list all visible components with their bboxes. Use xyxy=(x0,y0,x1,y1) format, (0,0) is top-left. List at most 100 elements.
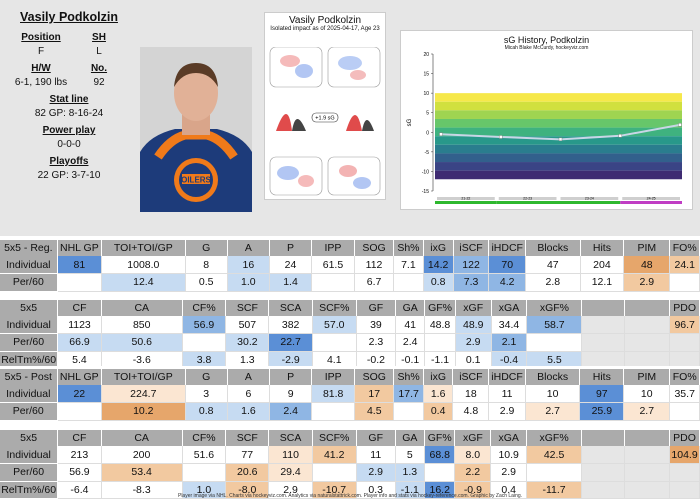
column-header: NHL GP xyxy=(57,366,103,386)
column-header: PDO xyxy=(669,427,700,447)
table-cell xyxy=(393,273,424,292)
column-header xyxy=(581,297,625,317)
number-label: No. xyxy=(90,63,108,74)
table-row: RelTm%/60 -6.4 -8.3 1.0 -8.0 2.9 -10.7 0.3 -1.1 1… xyxy=(0,481,700,500)
column-header: GF% xyxy=(424,427,456,447)
sg-data-point xyxy=(618,134,622,138)
svg-text:OILERS: OILERS xyxy=(181,176,211,185)
season-label-bg xyxy=(622,197,680,200)
table-cell: 4.5 xyxy=(354,402,395,421)
table-cell xyxy=(669,463,700,482)
table-cell xyxy=(669,273,700,292)
season-label: 24-25 xyxy=(647,197,656,201)
table-cell xyxy=(624,333,671,352)
table-cell: 41 xyxy=(395,316,426,335)
table-cell: 18 xyxy=(452,385,490,404)
column-header: xGA xyxy=(490,427,528,447)
column-header: PIM xyxy=(623,237,671,257)
season-label: 22-23 xyxy=(523,197,532,201)
table-cell: 4.8 xyxy=(452,402,490,421)
sg-y-tick-label: -5 xyxy=(425,150,430,156)
table-cell: 6 xyxy=(227,385,271,404)
stats-table-1: 5x5 - Reg. NHL GP TOI+TOI/GP G A P IPP SOG Sh% ix… xyxy=(0,237,700,292)
table-cell: 14.2 xyxy=(423,256,454,275)
table-cell: 122 xyxy=(453,256,490,275)
table-cell: 58.7 xyxy=(526,316,583,335)
row-label: Individual xyxy=(0,385,58,404)
column-header: TOI+TOI/GP xyxy=(101,366,186,386)
table-cell xyxy=(311,402,356,421)
table-cell: 17.7 xyxy=(393,385,424,404)
column-header: ixG xyxy=(423,366,454,386)
table-cell: 2.9 xyxy=(455,333,492,352)
table-row: Per/60 66.9 50.6 30.2 22.7 2.3 2.4 2.9 2.1 xyxy=(0,333,700,352)
table-cell: 850 xyxy=(101,316,183,335)
column-header: CF% xyxy=(182,427,227,447)
sg-data-point xyxy=(439,132,443,136)
powerplay-value: 0-0-0 xyxy=(57,139,81,150)
column-header: NHL GP xyxy=(57,237,103,257)
table-cell: 382 xyxy=(268,316,313,335)
table-cell: 0.4 xyxy=(490,481,528,500)
column-header: GF xyxy=(356,427,396,447)
sg-data-point xyxy=(499,135,503,139)
table-cell: 507 xyxy=(225,316,270,335)
season-label-bg xyxy=(560,197,619,200)
table-cell: 6.7 xyxy=(354,273,395,292)
row-label: Per/60 xyxy=(0,273,58,292)
table-cell: 57.0 xyxy=(312,316,357,335)
player-bio: Vasily Podkolzin Position F SH L H/W 6-1, 1… xyxy=(4,6,134,187)
table-cell: 77 xyxy=(225,446,270,465)
sg-impact-label: +1.9 sG xyxy=(315,116,334,122)
table-cell xyxy=(424,333,456,352)
stats-table-3: 5x5 - Post NHL GP TOI+TOI/GP G A P IPP SOG Sh% ix… xyxy=(0,366,700,421)
table-cell: 2.8 xyxy=(525,273,581,292)
table-cell xyxy=(312,333,357,352)
impact-card-title: Vasily Podkolzin xyxy=(288,15,362,26)
footer-credit: Player image via NHL. Charts via hockeyv… xyxy=(177,493,523,499)
sg-chart-title: sG History, Podkolzin xyxy=(503,35,590,45)
sg-y-tick-label: 20 xyxy=(423,52,429,58)
row-label: Per/60 xyxy=(0,402,58,421)
table-cell: 41.2 xyxy=(312,446,357,465)
table-cell xyxy=(624,463,671,482)
column-header: G xyxy=(185,366,228,386)
sg-y-tick-label: 5 xyxy=(426,111,429,117)
table-cell: 2.3 xyxy=(356,333,397,352)
table-cell: 35.7 xyxy=(669,385,700,404)
column-header: GF% xyxy=(424,297,456,317)
sg-y-tick-label: -15 xyxy=(422,189,429,195)
playoffs-label: Playoffs xyxy=(49,156,89,167)
player-photo: OILERS xyxy=(140,47,252,212)
table-cell: 2.7 xyxy=(623,402,671,421)
table-cell: 2.9 xyxy=(268,481,313,500)
column-header: xGF% xyxy=(526,427,583,447)
table-cell: 224.7 xyxy=(101,385,186,404)
table-cell: 7.1 xyxy=(393,256,424,275)
table-cell: 1.3 xyxy=(395,463,425,482)
table-cell: 0.8 xyxy=(185,402,228,421)
table-cell: 34.4 xyxy=(491,316,528,335)
stats-table-2: 5x5 CF CA CF% SCF SCA SCF% GF GA GF% xGF xGA xGF% PDO… xyxy=(0,297,700,370)
column-header: Hits xyxy=(579,366,625,386)
sg-y-tick-label: 0 xyxy=(426,130,429,136)
table-cell: 16.2 xyxy=(424,481,456,500)
table-cell: -1.1 xyxy=(395,481,425,500)
season-team-strip xyxy=(435,201,497,204)
position-value: F xyxy=(37,46,45,57)
table-cell: 7.3 xyxy=(453,273,490,292)
column-header: xGF xyxy=(455,297,492,317)
column-header: A xyxy=(227,237,270,257)
table-cell: 50.6 xyxy=(101,333,183,352)
sg-band xyxy=(435,170,682,180)
sg-band xyxy=(435,118,682,128)
table-cell: 5.4 xyxy=(57,351,102,370)
table-row: Per/60 12.4 0.5 1.0 1.4 6.7 0.8 7.3 4.2 2.8 12.1 2.… xyxy=(0,273,700,292)
column-header: CF% xyxy=(182,297,227,317)
table-cell: 66.9 xyxy=(57,333,102,352)
sg-history-chart: sG History, Podkolzin Micah Blake McCurd… xyxy=(400,30,693,210)
table-cell xyxy=(581,446,625,465)
season-team-strip xyxy=(620,201,682,204)
sg-band xyxy=(435,153,682,163)
row-label: Individual xyxy=(0,316,59,335)
